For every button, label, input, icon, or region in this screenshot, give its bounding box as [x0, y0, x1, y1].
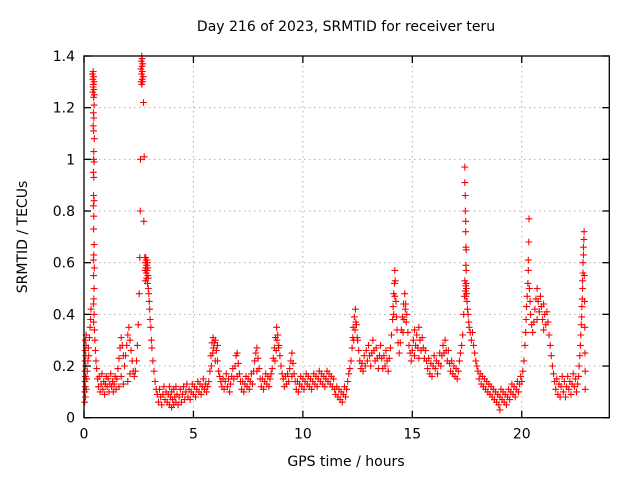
y-tick-label: 1.2: [53, 101, 75, 117]
x-tick-label: 0: [80, 427, 89, 443]
chart-title: Day 216 of 2023, SRMTID for receiver ter…: [197, 19, 495, 35]
plot-border: [83, 55, 610, 419]
x-axis-label: GPS time / hours: [287, 454, 404, 470]
x-tick-label: 15: [403, 427, 421, 443]
y-tick-label: 1: [66, 152, 75, 168]
scatter-points: [81, 52, 589, 414]
y-axis-label: SRMTID / TECUs: [15, 181, 31, 294]
y-tick-label: 0.8: [53, 204, 75, 220]
x-tick-label: 5: [189, 427, 198, 443]
x-tick-label: 20: [513, 427, 531, 443]
plot-area: 0 0.2 0.4 0.6 0.8 1 1.2 1.4 0 5 10 15 20: [53, 49, 610, 443]
y-tick-label: 0.4: [53, 307, 75, 323]
y-tick-label: 0.2: [53, 359, 75, 375]
y-tick-label: 0: [66, 411, 75, 427]
y-tick-label: 0.6: [53, 256, 75, 272]
x-tick-label: 10: [294, 427, 312, 443]
y-tick-label: 1.4: [53, 49, 75, 65]
